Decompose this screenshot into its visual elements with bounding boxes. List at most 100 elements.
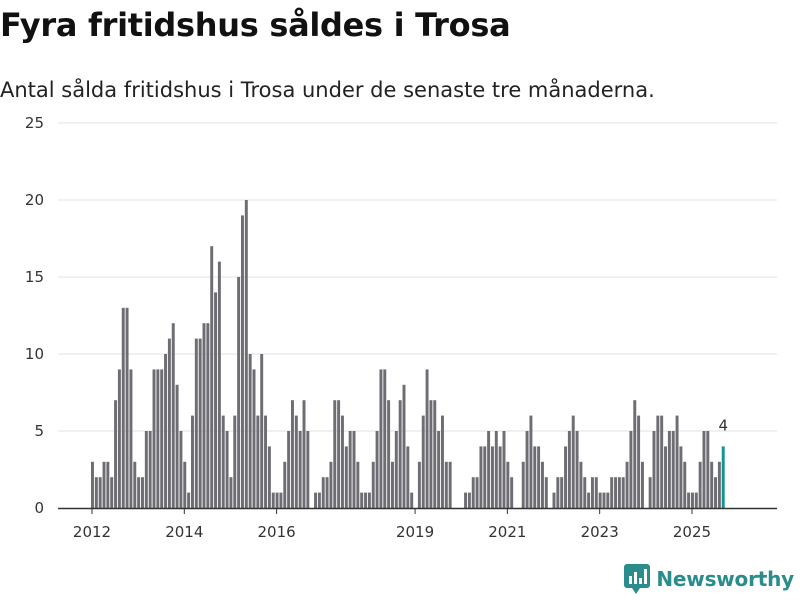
bar: [398, 400, 402, 508]
bar: [290, 400, 294, 508]
bar: [540, 461, 544, 508]
bar: [594, 477, 598, 508]
bar: [267, 446, 271, 508]
bar: [394, 431, 398, 508]
bar: [360, 492, 364, 508]
y-tick-label: 0: [34, 499, 44, 517]
bar: [121, 307, 125, 508]
bar: [433, 400, 437, 508]
bar: [214, 292, 218, 508]
bar: [579, 461, 583, 508]
bar: [537, 446, 541, 508]
bar: [352, 431, 356, 508]
bar: [225, 431, 229, 508]
bar: [387, 400, 391, 508]
x-tick-label: 2016: [258, 523, 296, 541]
bar: [610, 477, 614, 508]
bar: [183, 461, 187, 508]
bars: [91, 200, 725, 508]
bar: [667, 431, 671, 508]
bar: [437, 431, 441, 508]
bar: [252, 369, 256, 508]
bar: [652, 431, 656, 508]
bar: [590, 477, 594, 508]
bar: [179, 431, 183, 508]
bar: [567, 431, 571, 508]
bar: [264, 415, 268, 508]
bar: [406, 446, 410, 508]
y-tick-label: 15: [25, 268, 44, 286]
bar: [717, 461, 721, 508]
bar: [429, 400, 433, 508]
bar: [160, 369, 164, 508]
bar: [206, 323, 210, 508]
y-tick-label: 5: [34, 422, 44, 440]
bar: [683, 461, 687, 508]
chart-subtitle: Antal sålda fritidshus i Trosa under de …: [0, 78, 655, 102]
bar: [544, 477, 548, 508]
bar: [606, 492, 610, 508]
bar: [306, 431, 310, 508]
bar: [210, 246, 214, 508]
bar: [417, 461, 421, 508]
bar: [583, 477, 587, 508]
bar: [248, 354, 252, 508]
bar: [617, 477, 621, 508]
bar: [464, 492, 468, 508]
bar: [283, 461, 287, 508]
bar: [114, 400, 118, 508]
bar: [244, 200, 248, 508]
newsworthy-icon: [624, 564, 651, 594]
y-tick-label: 10: [25, 345, 44, 363]
bar: [298, 431, 302, 508]
bar: [679, 446, 683, 508]
bar: [148, 431, 152, 508]
bar: [690, 492, 694, 508]
bar: [141, 477, 144, 508]
bar: [364, 492, 368, 508]
bar: [698, 461, 702, 508]
bar: [367, 492, 371, 508]
brand-logo[interactable]: Newsworthy: [624, 564, 794, 594]
bar: [237, 277, 241, 508]
bar: [714, 477, 717, 508]
x-tick-label: 2019: [396, 523, 434, 541]
bar: [317, 492, 321, 508]
x-tick-label: 2012: [73, 523, 111, 541]
brand-name: Newsworthy: [656, 567, 794, 591]
bar: [440, 415, 444, 508]
bar: [571, 415, 575, 508]
bar: [671, 431, 675, 508]
bar: [629, 431, 633, 508]
bar: [602, 492, 606, 508]
bar: [202, 323, 206, 508]
bar: [637, 415, 641, 508]
bar: [329, 461, 333, 508]
bar: [260, 354, 264, 508]
bar: [510, 477, 514, 508]
x-tick-label: 2023: [581, 523, 619, 541]
bar: [479, 446, 483, 508]
bar: [337, 400, 341, 508]
bar: [475, 477, 479, 508]
bar: [229, 477, 233, 508]
bar: [256, 415, 260, 508]
bar: [333, 400, 337, 508]
bar: [383, 369, 387, 508]
bar: [564, 446, 568, 508]
bar: [167, 338, 171, 508]
bar: [271, 492, 275, 508]
bar: [98, 477, 102, 508]
data-label: 4: [718, 416, 728, 434]
y-tick-label: 25: [25, 114, 44, 132]
bar: [340, 415, 344, 508]
y-tick-label: 20: [25, 191, 44, 209]
bar: [91, 461, 94, 508]
bar: [240, 215, 244, 508]
bar: [325, 477, 329, 508]
bar: [490, 446, 494, 508]
bar: [125, 307, 129, 508]
bar: [625, 461, 629, 508]
